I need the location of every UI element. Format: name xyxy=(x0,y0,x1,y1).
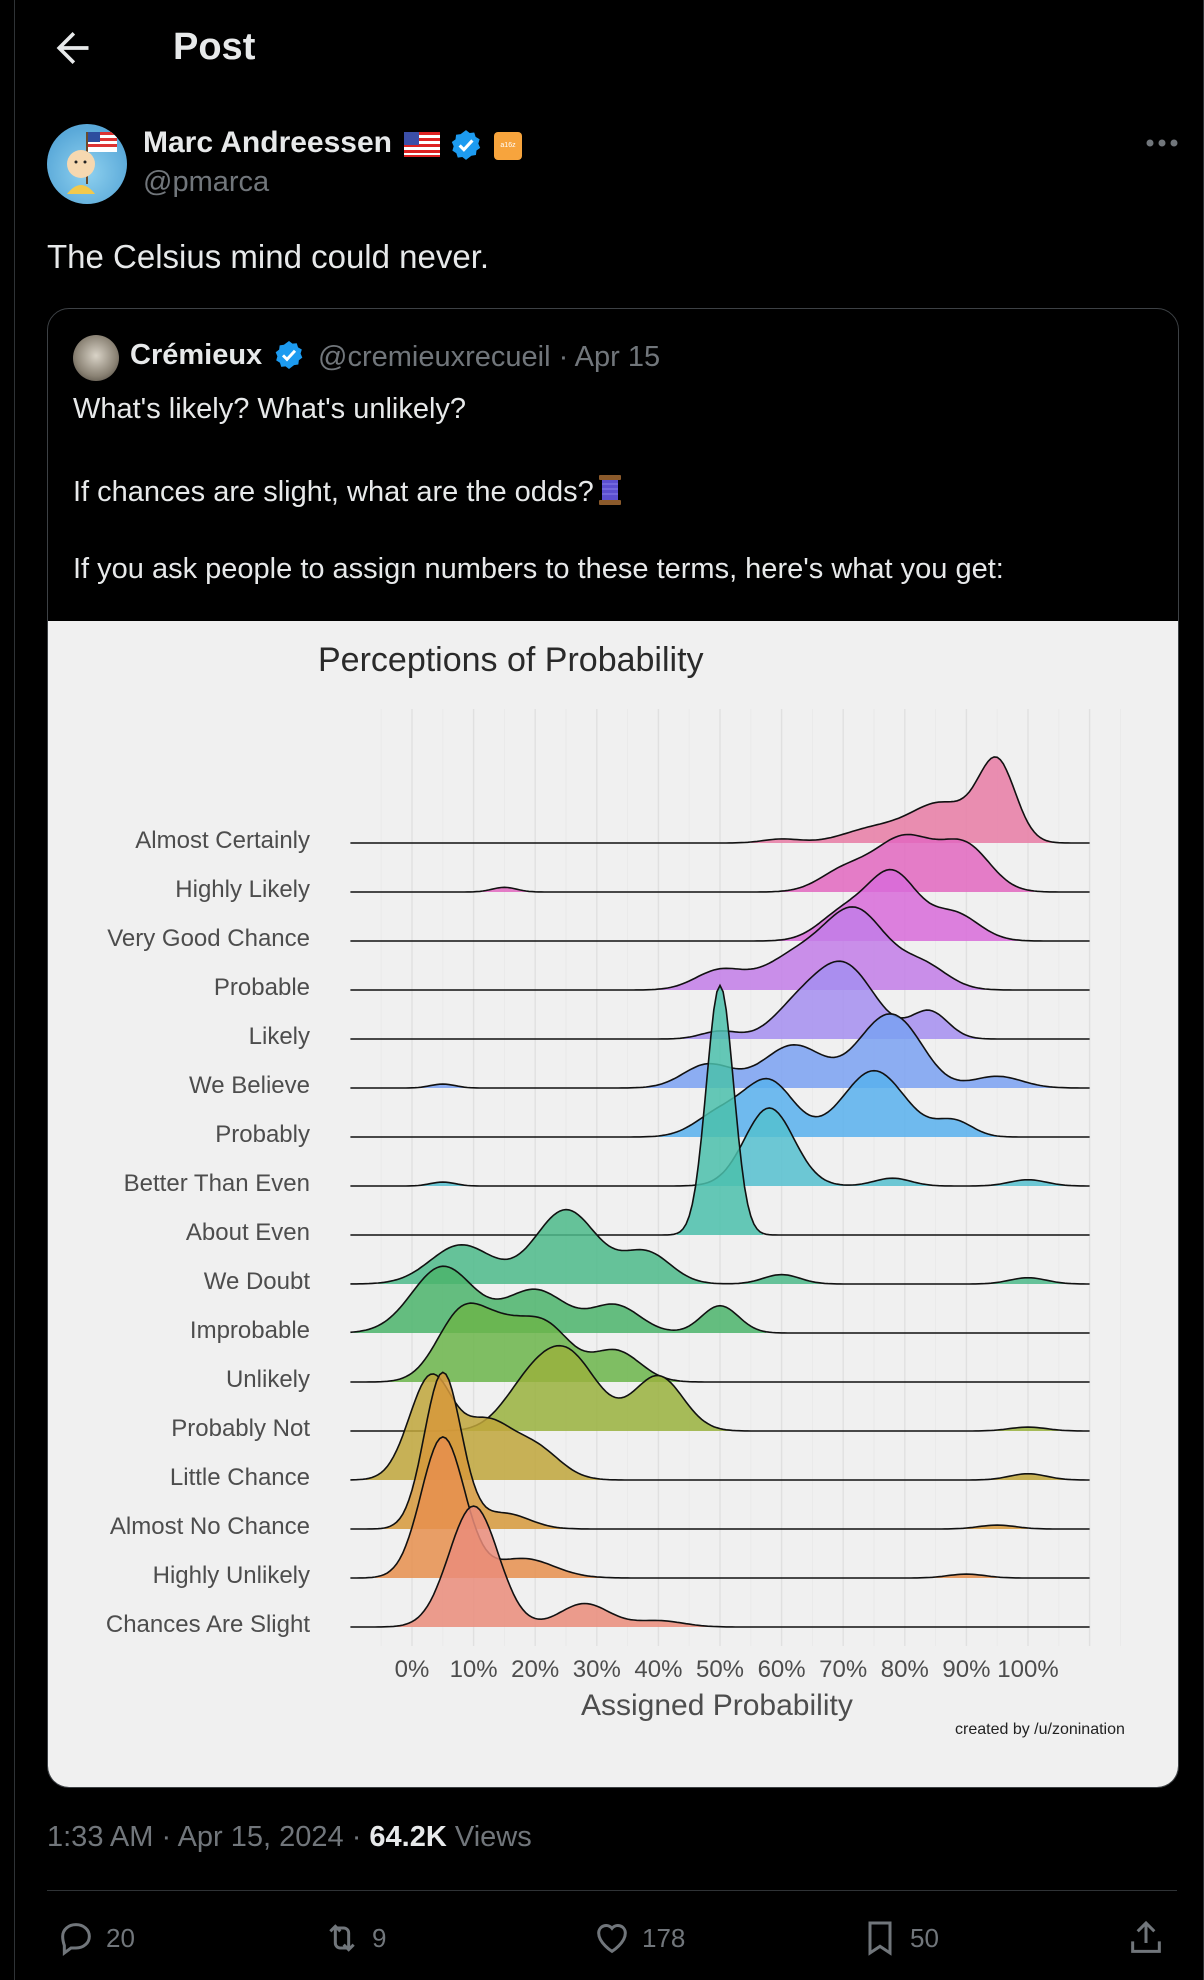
ridge-area-likely xyxy=(683,961,979,1039)
x-tick-label: 80% xyxy=(880,1656,929,1683)
category-label: Little Chance xyxy=(169,1464,310,1491)
x-axis-label: Assigned Probability xyxy=(581,1689,853,1722)
category-label: Highly Unlikely xyxy=(152,1562,310,1589)
ridge-line-about-even xyxy=(350,983,1090,1236)
reply-button[interactable]: 20 xyxy=(56,1916,135,1960)
category-label: Probably Not xyxy=(171,1415,310,1442)
heart-icon xyxy=(597,1924,627,1954)
share-icon xyxy=(1131,1920,1161,1953)
post-time: 1:33 AM · Apr 15, 2024 · xyxy=(47,1821,370,1853)
quote-text-line-2: If chances are slight, what are the odds… xyxy=(73,473,624,509)
more-options-button[interactable] xyxy=(1142,128,1182,158)
verified-badge-icon[interactable] xyxy=(449,128,483,162)
thread-spool-icon xyxy=(598,475,621,505)
ridge-area-we-doubt xyxy=(378,1209,1066,1284)
category-label: Almost Certainly xyxy=(135,827,310,854)
category-label: Probable xyxy=(213,974,310,1001)
reply-count: 20 xyxy=(106,1922,135,1953)
ridge-area-chances-are-slight xyxy=(396,1506,708,1627)
category-label: Improbable xyxy=(189,1317,310,1344)
avatar-illustration xyxy=(67,132,117,194)
us-flag-icon xyxy=(404,132,440,157)
bookmark-icon xyxy=(868,1921,892,1956)
tweet-text: The Celsius mind could never. xyxy=(47,238,490,275)
bookmark-button[interactable]: 50 xyxy=(860,1916,939,1960)
ridge-area-almost-certainly xyxy=(750,756,1053,843)
ridge-line-probable xyxy=(350,906,1090,991)
arrow-left-icon xyxy=(56,32,89,64)
like-button[interactable]: 178 xyxy=(592,1916,685,1960)
page-title: Post xyxy=(173,26,256,68)
views-count: 64.2K xyxy=(369,1821,447,1853)
x-tick-label: 70% xyxy=(819,1656,868,1683)
ridge-area-highly-unlikely xyxy=(375,1436,998,1578)
chart-title: Perceptions of Probability xyxy=(318,641,704,679)
divider xyxy=(47,1890,1177,1891)
x-tick-label: 100% xyxy=(997,1656,1059,1683)
back-button[interactable] xyxy=(50,26,94,70)
ridge-line-chances-are-slight xyxy=(350,1505,1090,1628)
x-tick-label: 90% xyxy=(942,1656,991,1683)
reply-icon xyxy=(61,1923,91,1956)
category-label: Very Good Chance xyxy=(107,925,310,952)
repost-button[interactable]: 9 xyxy=(322,1916,386,1960)
category-label: Unlikely xyxy=(225,1366,310,1393)
x-tick-label: 30% xyxy=(572,1656,621,1683)
category-label: Probably xyxy=(215,1121,310,1148)
ridge-area-probably-not xyxy=(458,1345,1059,1431)
verified-badge-icon xyxy=(275,341,303,369)
bookmark-count: 50 xyxy=(910,1922,939,1953)
category-label: Almost No Chance xyxy=(109,1513,310,1540)
x-tick-label: 20% xyxy=(511,1656,560,1683)
post-header: Post xyxy=(14,0,1202,96)
ridge-line-we-doubt xyxy=(350,1208,1090,1285)
more-dots-icon xyxy=(1146,139,1178,147)
author-handle[interactable]: @pmarca xyxy=(143,166,270,198)
ridge-area-about-even xyxy=(676,985,764,1235)
category-label: Highly Likely xyxy=(175,876,310,903)
category-label: We Believe xyxy=(189,1072,310,1099)
category-label: About Even xyxy=(185,1219,310,1246)
repost-icon xyxy=(329,1924,355,1952)
share-button[interactable] xyxy=(1126,1916,1166,1960)
quote-text-line-1: What's likely? What's unlikely? xyxy=(73,393,467,425)
ridge-line-almost-no-chance xyxy=(350,1371,1090,1530)
quote-handle-date[interactable]: @cremieuxrecueil · Apr 15 xyxy=(318,341,661,373)
category-label: Better Than Even xyxy=(123,1170,310,1197)
x-tick-label: 0% xyxy=(394,1656,430,1683)
repost-count: 9 xyxy=(372,1922,387,1953)
ridge-line-very-good-chance xyxy=(350,868,1090,942)
ridge-line-improbable xyxy=(350,1265,1090,1334)
category-label: We Doubt xyxy=(203,1268,310,1295)
x-tick-label: 50% xyxy=(695,1656,745,1683)
ridge-line-little-chance xyxy=(350,1373,1090,1481)
ridge-area-better-than-even xyxy=(421,1108,1065,1186)
views-label: Views xyxy=(446,1821,532,1853)
post-timestamp[interactable]: 1:33 AM · Apr 15, 2024 · 64.2K Views xyxy=(47,1821,532,1854)
chart-credit: created by /u/zonination xyxy=(955,1721,1125,1738)
like-count: 178 xyxy=(642,1922,686,1953)
category-label: Likely xyxy=(248,1023,310,1050)
quote-author-name[interactable]: Crémieux xyxy=(130,339,263,371)
quoted-post[interactable]: Crémieux @cremieuxrecueil · Apr 15 What'… xyxy=(47,308,1179,1788)
quote-text-line-2-text: If chances are slight, what are the odds… xyxy=(73,476,594,508)
x-tick-label: 10% xyxy=(449,1656,498,1683)
ridgeline-plot xyxy=(350,709,1121,1646)
quote-avatar[interactable] xyxy=(73,335,119,381)
ridge-area-we-believe xyxy=(421,1013,1053,1088)
ridge-line-unlikely xyxy=(350,1302,1090,1383)
affiliation-badge[interactable]: a16z xyxy=(494,132,522,160)
avatar[interactable] xyxy=(47,124,127,204)
quote-text-line-3: If you ask people to assign numbers to t… xyxy=(73,553,1004,585)
ridge-area-probably xyxy=(658,1070,998,1137)
category-label: Chances Are Slight xyxy=(105,1611,310,1638)
x-tick-label: 60% xyxy=(757,1656,806,1683)
ridge-area-little-chance xyxy=(365,1373,1065,1480)
ridge-area-unlikely xyxy=(390,1303,680,1382)
ridge-line-almost-certainly xyxy=(350,756,1090,844)
author-name[interactable]: Marc Andreessen xyxy=(143,126,392,159)
x-tick-label: 40% xyxy=(634,1656,683,1683)
ridge-line-highly-likely xyxy=(350,833,1090,893)
ridgeline-chart[interactable]: Perceptions of Probability Almost Certai… xyxy=(48,621,1178,1787)
